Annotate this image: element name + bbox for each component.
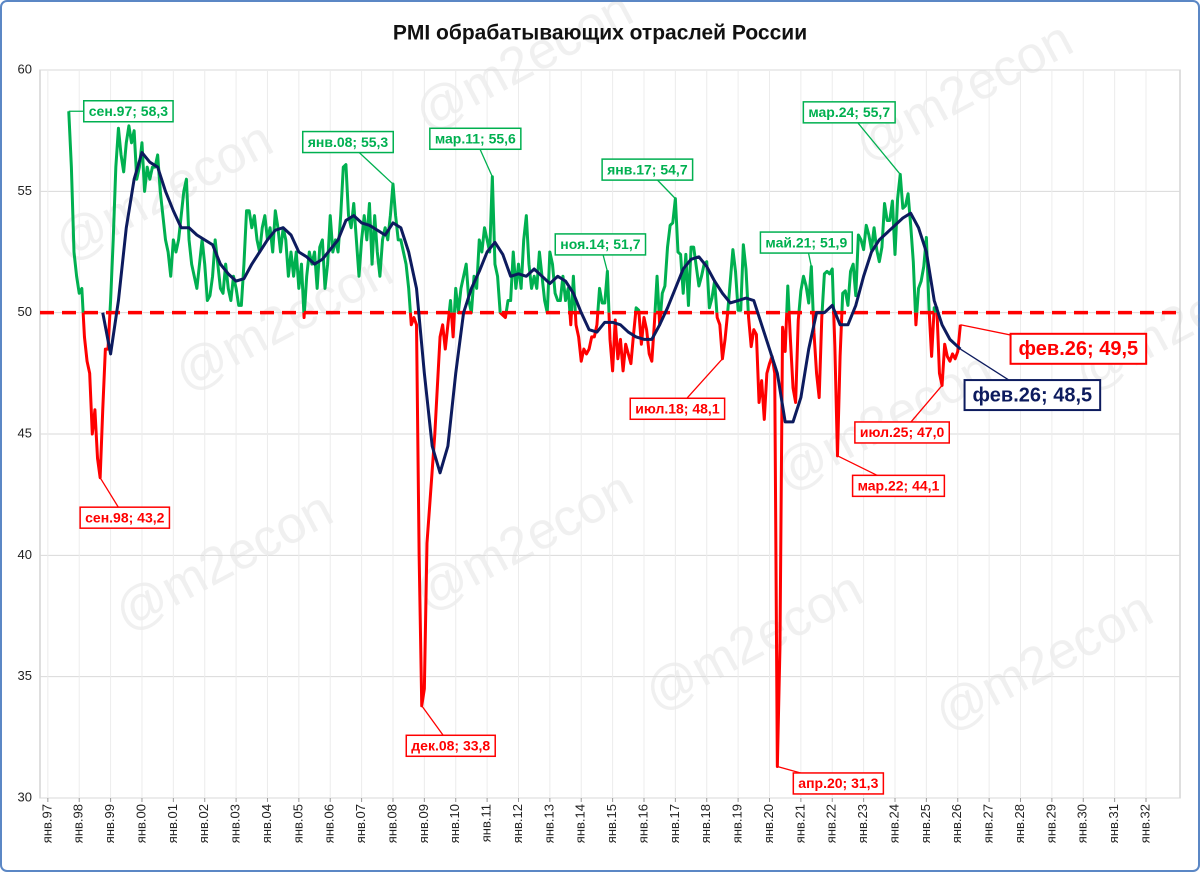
annotation: фев.26; 48,5 (960, 348, 1102, 412)
y-tick-label: 35 (18, 668, 32, 683)
x-tick-label: янв.97 (39, 804, 54, 843)
annotation-box (554, 233, 647, 256)
annotation: янв.17; 54,7 (601, 158, 694, 200)
annotation-box (802, 101, 896, 124)
y-tick-label: 30 (18, 789, 32, 804)
x-tick-label: янв.32 (1137, 804, 1152, 843)
annotation-box (963, 379, 1102, 412)
y-tick-label: 45 (18, 425, 32, 440)
x-tick-label: янв.18 (698, 804, 713, 843)
annotation-label: апр.20; 31,3 (798, 775, 878, 791)
annotation: сен.97; 58,3 (68, 100, 174, 123)
x-tick-label: янв.02 (196, 804, 211, 843)
annotation: янв.08; 55,3 (301, 130, 394, 185)
annotation-box (792, 772, 885, 795)
annotation: сен.98; 43,2 (79, 477, 171, 529)
annotation: май.21; 51,9 (759, 231, 853, 267)
x-tick-label: янв.01 (165, 804, 180, 843)
x-tick-label: янв.28 (1012, 804, 1027, 843)
annotation: мар.11; 55,6 (429, 127, 522, 178)
annotation-label: мар.22; 44,1 (858, 478, 940, 494)
x-tick-label: янв.15 (604, 804, 619, 843)
annotation-label: июл.25; 47,0 (860, 424, 945, 440)
annotation-label: сен.98; 43,2 (85, 509, 165, 525)
annotation-label: мар.24; 55,7 (808, 104, 890, 120)
annotation-label: янв.08; 55,3 (308, 134, 389, 150)
y-tick-label: 50 (18, 304, 32, 319)
annotation: июл.25; 47,0 (854, 385, 951, 444)
x-tick-label: янв.26 (949, 804, 964, 843)
y-tick-label: 55 (18, 183, 32, 198)
annotation: апр.20; 31,3 (777, 765, 885, 795)
annotation-box (405, 734, 496, 758)
x-tick-label: янв.19 (730, 804, 745, 843)
x-tick-label: янв.31 (1106, 804, 1121, 843)
line (101, 151, 962, 475)
chart-title: PMI обрабатывающих отраслей России (393, 22, 807, 45)
annotation-box (851, 474, 946, 498)
x-tick-label: янв.22 (824, 804, 839, 843)
annotation-box (601, 158, 694, 181)
x-tick-label: янв.07 (353, 804, 368, 843)
annotation-box (301, 130, 394, 154)
x-tick-label: янв.08 (384, 804, 399, 843)
annotation: ноя.14; 51,7 (554, 233, 647, 272)
annotation-label: сен.97; 58,3 (89, 103, 169, 119)
annotation-box (83, 100, 174, 123)
x-tick-label: янв.00 (133, 804, 148, 843)
x-tick-label: янв.14 (573, 804, 588, 843)
x-tick-label: янв.99 (102, 804, 117, 843)
annotation-box (759, 231, 853, 254)
annotation: фев.26; 49,5 (960, 324, 1148, 365)
annotation-label: фев.26; 48,5 (973, 384, 1093, 406)
annotation-box (429, 127, 522, 151)
annotation-box (854, 421, 951, 444)
annotation: июл.18; 48,1 (629, 358, 726, 421)
x-tick-label: янв.29 (1043, 804, 1058, 843)
annotation-label: фев.26; 49,5 (1019, 338, 1139, 360)
x-tick-label: янв.30 (1075, 804, 1090, 843)
annotation-label: мар.11; 55,6 (435, 130, 516, 146)
annotation-label: янв.17; 54,7 (607, 161, 688, 177)
x-tick-label: янв.13 (541, 804, 556, 843)
y-tick-label: 60 (18, 61, 32, 76)
x-tick-label: янв.06 (322, 804, 337, 843)
annotation-label: июл.18; 48,1 (635, 400, 720, 416)
x-tick-label: янв.21 (792, 804, 807, 843)
annotation: мар.24; 55,7 (802, 101, 901, 175)
annotation-box (1009, 332, 1148, 365)
x-tick-label: янв.09 (416, 804, 431, 843)
x-tick-label: янв.25 (918, 804, 933, 843)
annotation: мар.22; 44,1 (837, 455, 946, 498)
x-tick-label: янв.20 (761, 804, 776, 843)
annotation: дек.08; 33,8 (405, 705, 496, 758)
x-tick-label: янв.12 (510, 804, 525, 843)
x-tick-label: янв.24 (886, 804, 901, 843)
x-tick-label: янв.11 (479, 804, 494, 842)
annotation-label: май.21; 51,9 (765, 234, 847, 250)
annotation-label: ноя.14; 51,7 (560, 236, 640, 252)
x-tick-label: янв.16 (635, 804, 650, 843)
x-tick-label: янв.23 (855, 804, 870, 843)
y-tick-label: 40 (18, 547, 32, 562)
annotation-box (79, 506, 171, 529)
x-tick-label: янв.05 (290, 804, 305, 843)
x-tick-label: янв.98 (71, 804, 86, 843)
x-tick-label: янв.17 (667, 804, 682, 843)
x-tick-label: янв.03 (228, 804, 243, 843)
x-tick-label: янв.04 (259, 804, 274, 843)
annotation-box (629, 397, 726, 421)
x-tick-label: янв.27 (981, 804, 996, 843)
x-tick-label: янв.10 (447, 804, 462, 843)
annotation-label: дек.08; 33,8 (411, 737, 490, 753)
